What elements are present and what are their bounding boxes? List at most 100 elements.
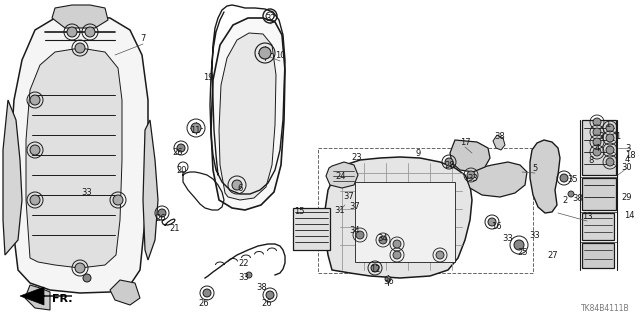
Text: 38: 38 xyxy=(257,283,268,292)
Text: 33: 33 xyxy=(530,230,540,239)
Text: 26: 26 xyxy=(198,300,209,308)
Circle shape xyxy=(266,291,274,299)
Text: 1: 1 xyxy=(605,119,611,129)
Text: 17: 17 xyxy=(460,138,470,147)
Polygon shape xyxy=(143,120,158,260)
Circle shape xyxy=(436,251,444,259)
Polygon shape xyxy=(52,5,108,28)
Circle shape xyxy=(158,209,166,217)
Text: 3: 3 xyxy=(598,132,604,140)
Polygon shape xyxy=(219,33,276,200)
Circle shape xyxy=(467,171,475,179)
Circle shape xyxy=(113,195,123,205)
Circle shape xyxy=(593,138,601,146)
Text: 3: 3 xyxy=(625,143,630,153)
Polygon shape xyxy=(355,182,455,262)
Polygon shape xyxy=(582,178,616,210)
Text: 1: 1 xyxy=(616,132,621,140)
Text: 33: 33 xyxy=(468,173,478,182)
Polygon shape xyxy=(110,280,140,305)
Polygon shape xyxy=(326,162,358,188)
Text: 8: 8 xyxy=(588,156,594,164)
Text: 26: 26 xyxy=(173,148,183,156)
Circle shape xyxy=(488,218,496,226)
Circle shape xyxy=(606,146,614,154)
Polygon shape xyxy=(530,140,560,213)
Text: FR.: FR. xyxy=(52,294,72,304)
Circle shape xyxy=(568,191,574,197)
Text: 24: 24 xyxy=(336,172,346,180)
Circle shape xyxy=(259,47,271,59)
Text: 12: 12 xyxy=(370,266,380,275)
Polygon shape xyxy=(582,213,614,240)
Circle shape xyxy=(83,274,91,282)
Text: 33: 33 xyxy=(502,234,513,243)
Circle shape xyxy=(379,236,387,244)
Text: 23: 23 xyxy=(352,153,362,162)
Circle shape xyxy=(593,118,601,126)
Circle shape xyxy=(606,124,614,132)
Circle shape xyxy=(560,174,568,182)
Text: TK84B4111B: TK84B4111B xyxy=(581,304,630,313)
Circle shape xyxy=(232,180,242,190)
Circle shape xyxy=(593,128,601,136)
Text: 25: 25 xyxy=(518,247,528,257)
Circle shape xyxy=(514,240,524,250)
Text: 31: 31 xyxy=(335,205,346,214)
Circle shape xyxy=(191,123,201,133)
Polygon shape xyxy=(582,243,614,268)
Text: 4: 4 xyxy=(595,143,600,153)
Text: 37: 37 xyxy=(344,191,355,201)
Text: 30: 30 xyxy=(621,163,632,172)
Text: 20: 20 xyxy=(177,165,188,174)
Text: 5: 5 xyxy=(532,164,538,172)
Circle shape xyxy=(606,134,614,142)
Circle shape xyxy=(385,276,391,282)
Circle shape xyxy=(246,272,252,278)
Polygon shape xyxy=(25,285,50,310)
Text: 13: 13 xyxy=(582,212,592,220)
Text: 28: 28 xyxy=(445,161,455,170)
Polygon shape xyxy=(467,162,527,197)
Polygon shape xyxy=(20,287,72,305)
Text: 6: 6 xyxy=(237,183,243,193)
Circle shape xyxy=(203,289,211,297)
Text: 34: 34 xyxy=(378,234,388,243)
Text: 26: 26 xyxy=(156,213,166,222)
Polygon shape xyxy=(582,120,616,175)
Circle shape xyxy=(393,240,401,248)
Text: 33: 33 xyxy=(239,274,250,283)
Text: 18: 18 xyxy=(625,150,636,159)
Polygon shape xyxy=(26,48,122,268)
Circle shape xyxy=(356,231,364,239)
Text: 10: 10 xyxy=(275,51,285,60)
Circle shape xyxy=(177,144,185,152)
Text: 32: 32 xyxy=(266,13,276,22)
Circle shape xyxy=(606,158,614,166)
Polygon shape xyxy=(10,15,148,293)
Text: 15: 15 xyxy=(294,206,304,215)
Polygon shape xyxy=(450,140,490,172)
Text: 33: 33 xyxy=(82,188,92,196)
Text: 4: 4 xyxy=(625,155,630,164)
Text: 19: 19 xyxy=(203,73,213,82)
Circle shape xyxy=(67,27,77,37)
Circle shape xyxy=(593,148,601,156)
Circle shape xyxy=(75,43,85,53)
Text: 22: 22 xyxy=(239,259,249,268)
Circle shape xyxy=(30,195,40,205)
Text: 29: 29 xyxy=(621,193,632,202)
Text: 2: 2 xyxy=(563,196,568,204)
Text: 38: 38 xyxy=(495,132,506,140)
Text: 7: 7 xyxy=(140,34,146,43)
Text: 27: 27 xyxy=(548,251,558,260)
Text: 11: 11 xyxy=(189,125,200,134)
Circle shape xyxy=(445,158,453,166)
Polygon shape xyxy=(325,157,472,278)
Polygon shape xyxy=(493,135,505,150)
Polygon shape xyxy=(293,208,330,250)
Text: 9: 9 xyxy=(415,148,420,157)
Text: 14: 14 xyxy=(624,211,634,220)
Circle shape xyxy=(85,27,95,37)
Circle shape xyxy=(30,145,40,155)
